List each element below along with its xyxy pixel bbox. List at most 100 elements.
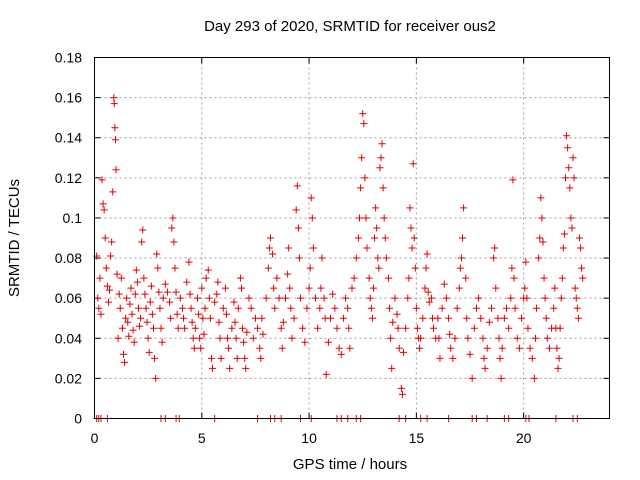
data-point	[183, 278, 191, 286]
data-point	[320, 294, 328, 302]
data-point	[361, 174, 369, 182]
data-point	[379, 184, 387, 192]
data-point	[172, 288, 180, 296]
data-point	[557, 294, 565, 302]
data-point	[189, 334, 197, 342]
data-point	[277, 324, 285, 332]
data-point	[188, 318, 196, 326]
data-point	[511, 304, 519, 312]
data-point	[487, 304, 495, 312]
data-point	[308, 214, 316, 222]
data-point	[406, 204, 414, 212]
data-point	[419, 314, 427, 322]
data-point	[413, 324, 421, 332]
y-tick-label: 0.18	[55, 50, 82, 66]
data-point	[384, 274, 392, 282]
data-point	[95, 304, 103, 312]
data-point	[186, 290, 194, 298]
data-point	[483, 344, 491, 352]
data-point	[460, 204, 468, 212]
data-point	[292, 206, 300, 214]
data-point	[228, 324, 236, 332]
chart-title: Day 293 of 2020, SRMTID for receiver ous…	[204, 18, 496, 35]
data-point	[357, 184, 365, 192]
data-point	[381, 234, 389, 242]
data-point	[146, 298, 154, 306]
data-point	[254, 324, 262, 332]
data-point	[116, 304, 124, 312]
data-point	[139, 226, 147, 234]
data-point	[103, 282, 111, 290]
data-point	[163, 288, 171, 296]
data-point	[535, 254, 543, 262]
data-point	[98, 176, 106, 184]
data-point	[112, 136, 120, 144]
data-point	[237, 284, 245, 292]
data-point	[191, 324, 199, 332]
data-point	[129, 326, 137, 334]
data-point	[335, 344, 343, 352]
data-point	[531, 334, 539, 342]
data-point	[288, 334, 296, 342]
data-point	[407, 224, 415, 232]
data-point	[485, 318, 493, 326]
data-point	[239, 324, 247, 332]
data-point	[118, 324, 126, 332]
data-point	[423, 250, 431, 258]
data-point	[500, 314, 508, 322]
data-point	[219, 304, 227, 312]
data-point	[496, 354, 504, 362]
data-point	[197, 344, 205, 352]
data-point	[97, 310, 105, 318]
data-point	[230, 298, 238, 306]
data-point	[257, 354, 265, 362]
data-point	[249, 334, 257, 342]
data-point	[440, 280, 448, 288]
data-point	[337, 350, 345, 358]
data-point	[409, 160, 417, 168]
data-point	[200, 330, 208, 338]
data-point	[435, 334, 443, 342]
data-point	[389, 318, 397, 326]
data-point	[113, 270, 121, 278]
data-point	[451, 334, 459, 342]
data-point	[236, 274, 244, 282]
data-point	[100, 206, 108, 214]
data-point	[510, 274, 518, 282]
data-point	[522, 258, 530, 266]
data-point	[523, 294, 531, 302]
data-point	[307, 194, 315, 202]
data-point	[574, 314, 582, 322]
data-point	[369, 284, 377, 292]
data-point	[480, 354, 488, 362]
data-point	[94, 294, 102, 302]
data-point	[178, 304, 186, 312]
data-point	[290, 314, 298, 322]
data-point	[171, 264, 179, 272]
data-point	[151, 354, 159, 362]
data-point	[421, 284, 429, 292]
data-point	[99, 200, 107, 208]
data-point	[196, 334, 204, 342]
data-point	[201, 304, 209, 312]
data-point	[578, 264, 586, 272]
data-point	[119, 350, 127, 358]
data-point	[187, 304, 195, 312]
data-point	[211, 298, 219, 306]
y-tick-label: 0.04	[55, 330, 82, 346]
data-point	[161, 280, 169, 288]
data-point	[122, 314, 130, 322]
data-point	[108, 238, 116, 246]
data-point	[466, 350, 474, 358]
data-point	[142, 304, 150, 312]
data-point	[166, 298, 174, 306]
data-point	[112, 166, 120, 174]
data-point	[436, 354, 444, 362]
grid	[94, 57, 610, 419]
data-point	[350, 274, 358, 282]
data-point	[285, 244, 293, 252]
data-point	[145, 348, 153, 356]
data-point	[505, 324, 513, 332]
data-point	[293, 182, 301, 190]
